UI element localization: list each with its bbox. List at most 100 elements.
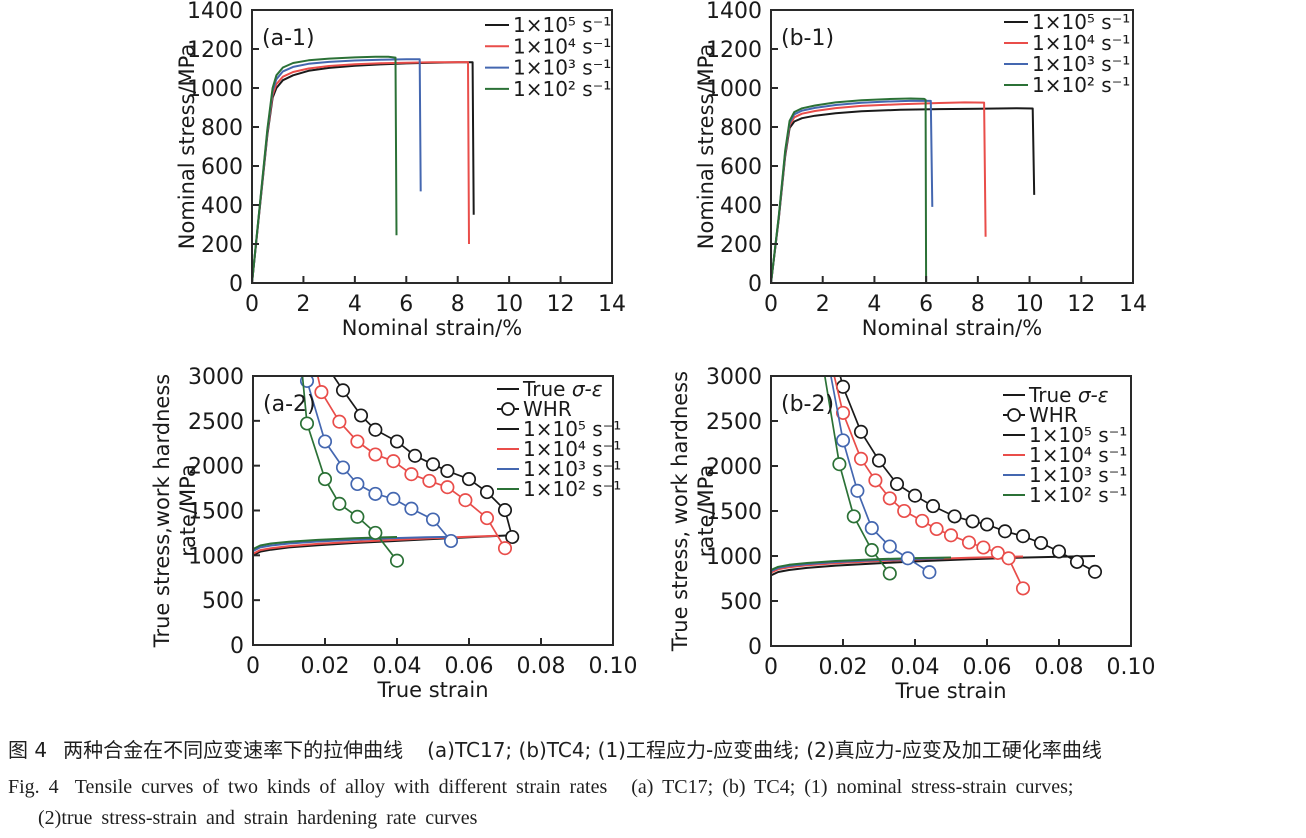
- chart-a2: 0 0.02 0.04 0.06 0.08 0.10 True strain 0 500 1000…: [150, 365, 637, 702]
- x-tick-label: 6: [399, 292, 413, 317]
- whr-marker: [368, 422, 383, 437]
- legend-label: 1×10² s⁻¹: [1029, 483, 1127, 507]
- whr-marker: [1015, 581, 1031, 596]
- whr-marker: [832, 457, 847, 472]
- whr-marker: [479, 511, 495, 526]
- whr-marker: [882, 539, 897, 554]
- y-tick-label: 800: [720, 116, 762, 141]
- legend-label: 1×10² s⁻¹: [523, 477, 621, 501]
- whr-marker: [332, 414, 347, 429]
- whr-marker: [965, 514, 980, 529]
- whr-marker: [317, 434, 333, 449]
- whr-marker: [997, 524, 1013, 539]
- whr-marker: [853, 424, 869, 439]
- y-tick-label: 1200: [706, 38, 762, 63]
- y-tick-label: 2500: [706, 410, 762, 435]
- legend-label: 1×10³ s⁻¹: [513, 56, 611, 80]
- whr-marker: [404, 501, 419, 516]
- x-tick-label: 6: [919, 292, 933, 317]
- whr-marker: [925, 499, 941, 514]
- x-axis: 0 0.02 0.04 0.06 0.08 0.10 True strain: [246, 638, 637, 702]
- y-tick-label: 1200: [187, 38, 243, 63]
- series-line: [771, 107, 1036, 283]
- legend-label: 1×10⁵ s⁻¹: [513, 13, 611, 37]
- whr-marker: [422, 473, 437, 488]
- y-tick-label: 1000: [706, 545, 762, 570]
- whr-marker: [389, 434, 405, 449]
- series-line: [771, 97, 928, 283]
- legend-circle-marker: [1007, 408, 1021, 422]
- y-tick-label: 200: [201, 233, 243, 258]
- legend-label: 1×10⁵ s⁻¹: [523, 417, 621, 441]
- plot-frame: [251, 9, 613, 284]
- y-tick-label: 400: [201, 194, 243, 219]
- series-line: [839, 376, 1096, 573]
- chart-a1: 0 2 4 6 8 10 12 14 Nominal strain/% 0 200 400 600 800…: [175, 0, 626, 340]
- caption-zh-title: 两种合金在不同应变速率下的拉伸曲线: [63, 738, 404, 762]
- x-tick-label: 10: [495, 292, 523, 317]
- y-tick-label: 500: [720, 590, 762, 615]
- x-axis: 0 2 4 6 8 10 12 14 Nominal strain/%: [245, 276, 626, 340]
- whr-marker: [846, 509, 861, 524]
- x-axis-title: True strain: [376, 678, 488, 702]
- x-tick-label: 0: [245, 292, 259, 317]
- series-line: [252, 61, 475, 283]
- x-tick-label: 0.06: [445, 654, 494, 679]
- y-axis-title: Nominal stress/MPa: [694, 44, 718, 249]
- whr-marker: [386, 491, 401, 506]
- y-tick-label: 600: [201, 155, 243, 180]
- series-line: [305, 376, 452, 542]
- whr-marker: [440, 480, 455, 495]
- legend-label: 1×10² s⁻¹: [513, 77, 611, 101]
- whr-marker: [835, 433, 851, 448]
- whr-marker: [299, 416, 315, 431]
- x-tick-label: 4: [867, 292, 881, 317]
- whr-marker: [317, 472, 333, 487]
- whr-marker: [871, 453, 887, 468]
- caption-en-number: Fig. 4: [8, 776, 59, 798]
- whr-marker: [479, 485, 495, 500]
- whr-marker: [368, 486, 383, 501]
- x-tick-label: 14: [598, 292, 626, 317]
- y-tick-label: 400: [720, 194, 762, 219]
- whr-marker: [1069, 554, 1085, 569]
- legend-label: 1×10⁴ s⁻¹: [513, 34, 611, 58]
- legend-label: 1×10⁵ s⁻¹: [1029, 423, 1127, 447]
- y-tick-label: 2500: [188, 410, 244, 435]
- whr-marker: [404, 467, 419, 482]
- whr-marker: [497, 503, 513, 518]
- series-line: [252, 61, 470, 283]
- y-axis: 0 200 400 600 800 1000 1200 1400 Nominal stress/…: [694, 0, 778, 297]
- y-tick-label: 0: [748, 272, 762, 297]
- whr-marker: [990, 545, 1005, 560]
- legend-label: WHR: [523, 397, 572, 421]
- whr-marker: [1015, 529, 1031, 544]
- y-tick-label: 0: [230, 634, 244, 659]
- legend-label: 1×10³ s⁻¹: [523, 457, 621, 481]
- y-axis-title: rate/MPa: [176, 464, 200, 556]
- whr-marker: [979, 517, 995, 532]
- y-tick-label: 200: [720, 233, 762, 258]
- x-tick-label: 0: [764, 655, 778, 680]
- x-tick-label: 0.02: [819, 655, 868, 680]
- legend: 1×10⁵ s⁻¹1×10⁴ s⁻¹1×10³ s⁻¹1×10² s⁻¹: [485, 13, 611, 101]
- whr-marker: [868, 473, 883, 488]
- plot-series: [771, 376, 1103, 596]
- legend-label: WHR: [1029, 403, 1078, 427]
- y-tick-label: 1500: [706, 500, 762, 525]
- whr-marker: [443, 533, 459, 549]
- y-tick-label: 1400: [187, 0, 243, 24]
- legend: 1×10⁵ s⁻¹1×10⁴ s⁻¹1×10³ s⁻¹1×10² s⁻¹: [1004, 10, 1130, 97]
- y-tick-label: 1000: [188, 544, 244, 569]
- panel-label: (b-2): [781, 392, 834, 417]
- x-tick-label: 0.06: [963, 655, 1012, 680]
- whr-marker: [505, 529, 520, 545]
- legend-label: 1×10⁵ s⁻¹: [1032, 10, 1130, 34]
- legend-label: 1×10⁴ s⁻¹: [1029, 443, 1127, 467]
- whr-marker: [425, 457, 441, 472]
- plot-series: [253, 376, 520, 568]
- whr-marker: [850, 483, 865, 498]
- plot-series: [252, 55, 475, 283]
